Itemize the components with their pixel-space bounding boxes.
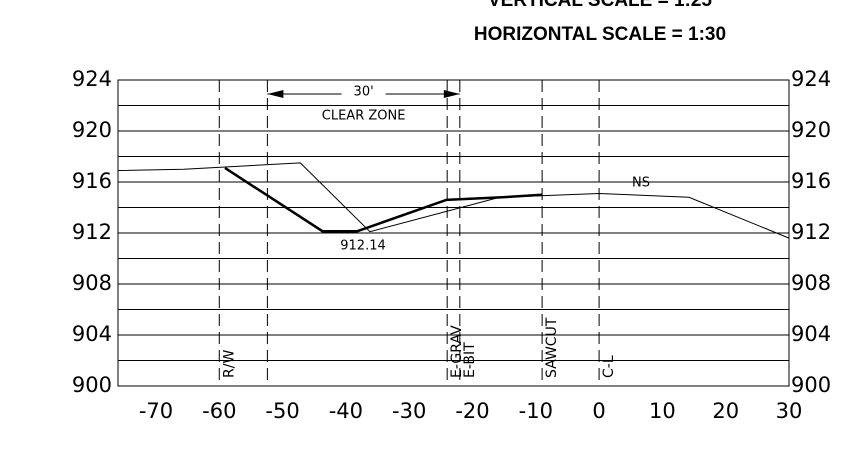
- arrow-head: [267, 90, 284, 99]
- y-tick-label: 912: [72, 220, 112, 244]
- plot-frame: [117, 79, 790, 387]
- y2-tick-label: 916: [791, 169, 831, 193]
- y-tick-label: 908: [72, 271, 112, 295]
- y2-tick-label: 924: [791, 67, 831, 91]
- x-tick-label: -20: [455, 399, 489, 423]
- chart-title: VERTICAL SCALE = 1:25: [488, 0, 712, 11]
- vertical-label: SAWCUT: [544, 317, 560, 378]
- arrow-head: [443, 90, 460, 99]
- x-tick-label: 0: [592, 399, 605, 423]
- series-label: NS: [632, 176, 650, 191]
- x-tick-label: 10: [649, 399, 676, 423]
- series-line: [117, 162, 790, 239]
- clear-zone-label: CLEAR ZONE: [322, 109, 406, 124]
- x-tick-label: 20: [712, 399, 739, 423]
- y2-tick-label: 920: [791, 118, 831, 142]
- y-tick-label: 924: [72, 67, 112, 91]
- x-tick-label: -30: [392, 399, 426, 423]
- x-tick-label: -40: [329, 399, 363, 423]
- x-tick-label: -10: [519, 399, 553, 423]
- y-tick-label: 904: [72, 322, 112, 346]
- dimension-label: 30': [354, 85, 374, 100]
- low-point-label: 912.14: [340, 239, 386, 254]
- vertical-label: R/W: [221, 350, 237, 378]
- y2-tick-label: 904: [791, 322, 831, 346]
- chart-subtitle: HORIZONTAL SCALE = 1:30: [474, 24, 726, 45]
- x-tick-label: -50: [265, 399, 299, 423]
- vertical-label: E-BIT: [462, 342, 478, 378]
- x-tick-label: -70: [139, 399, 173, 423]
- y-tick-label: 916: [72, 169, 112, 193]
- vertical-label: C-L: [601, 355, 617, 378]
- y-tick-label: 900: [72, 373, 112, 397]
- y2-tick-label: 912: [791, 220, 831, 244]
- y-tick-label: 920: [72, 118, 112, 142]
- y2-tick-label: 900: [791, 373, 831, 397]
- series-line: [224, 166, 543, 233]
- x-tick-label: -60: [202, 399, 236, 423]
- y2-tick-label: 908: [791, 271, 831, 295]
- vertical-label: E-GRAV: [449, 325, 465, 378]
- x-tick-label: 30: [776, 399, 803, 423]
